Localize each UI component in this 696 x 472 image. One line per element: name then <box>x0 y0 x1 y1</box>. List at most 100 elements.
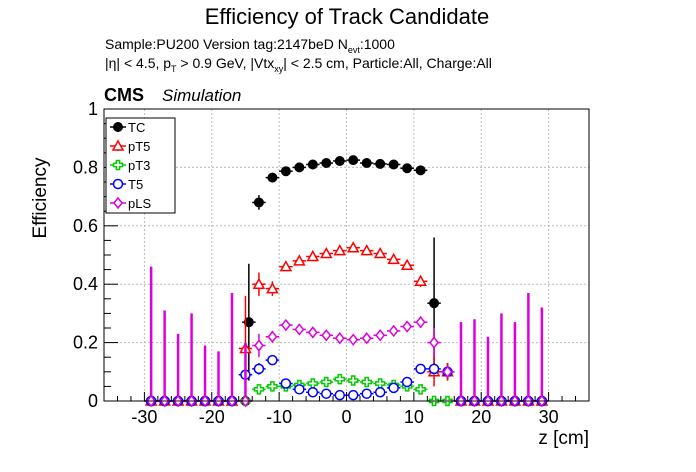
subtitle-line-1-end: :1000 <box>360 36 395 52</box>
data-point <box>388 324 399 338</box>
data-point <box>334 373 346 385</box>
chart-title: Efficiency of Track Candidate <box>205 4 490 29</box>
data-point <box>307 378 319 389</box>
x-tick-label: -10 <box>266 407 292 427</box>
y-tick-label: 0.6 <box>73 216 98 236</box>
subtitle-line-2-c: | < 2.5 cm, Particle:All, Charge:All <box>283 55 492 71</box>
data-point <box>253 384 265 395</box>
data-point <box>280 318 291 332</box>
data-point <box>334 389 346 401</box>
data-point <box>415 363 426 375</box>
data-point <box>294 323 305 336</box>
cms-label: CMS <box>104 85 144 105</box>
data-point <box>388 159 399 170</box>
x-tick-label: 0 <box>341 407 351 427</box>
data-point <box>401 376 413 388</box>
data-point <box>321 388 332 399</box>
data-point <box>415 315 426 329</box>
y-tick-label: 0.8 <box>73 157 98 177</box>
data-point <box>307 326 318 339</box>
data-point <box>320 246 333 259</box>
x-tick-label: 30 <box>539 407 559 427</box>
data-point <box>321 158 332 169</box>
data-point <box>348 333 359 346</box>
data-point <box>442 365 453 379</box>
data-point <box>415 165 426 176</box>
data-point <box>294 162 305 173</box>
data-point <box>113 196 123 210</box>
data-point <box>243 317 254 328</box>
legend-entry-pt5: pT5 <box>110 139 150 154</box>
subtitle-line-2-a-sub: T <box>171 64 177 74</box>
data-point <box>280 166 291 177</box>
subtitle-line-1-main: Sample:PU200 Version tag:2147beD N <box>105 36 348 52</box>
data-point <box>321 376 332 388</box>
data-point <box>361 388 372 399</box>
data-point <box>429 336 440 349</box>
simulation-label: Simulation <box>162 86 241 105</box>
legend-label: TC <box>128 120 145 135</box>
y-tick-label: 1 <box>88 99 98 119</box>
y-tick-label: 0.2 <box>73 333 98 353</box>
data-point <box>113 122 123 132</box>
data-point <box>347 389 359 401</box>
legend-entry-tc: TC <box>110 120 145 135</box>
data-point <box>361 158 372 169</box>
subtitle-line-2-b: > 0.9 GeV, |Vtx <box>177 55 275 71</box>
y-tick-label: 0.4 <box>73 274 98 294</box>
data-point <box>307 159 318 170</box>
legend-label: T5 <box>128 177 143 192</box>
data-point <box>280 378 292 389</box>
data-point <box>111 139 125 151</box>
data-point <box>375 158 386 169</box>
data-point <box>414 274 427 287</box>
data-point <box>253 339 264 352</box>
data-point <box>334 155 345 166</box>
subtitle-line-2: |η| < 4.5, pT > 0.9 GeV, |Vtxxy| < 2.5 c… <box>105 55 492 74</box>
legend-label: pT5 <box>128 139 150 154</box>
x-tick-label: -30 <box>131 407 157 427</box>
data-point <box>346 241 360 253</box>
data-point <box>293 254 306 266</box>
legend-label: pLS <box>128 196 151 211</box>
x-tick-label: 20 <box>471 407 491 427</box>
x-tick-label: -20 <box>199 407 225 427</box>
data-point <box>252 277 266 289</box>
data-point <box>279 260 293 272</box>
data-point <box>267 381 278 392</box>
grid <box>104 109 589 401</box>
data-point <box>307 386 319 398</box>
legend-label: pT3 <box>128 158 150 173</box>
data-point <box>253 363 265 375</box>
data-point <box>112 159 124 171</box>
data-point <box>306 249 320 262</box>
legend-entry-t5: T5 <box>110 177 143 192</box>
data-point <box>402 320 413 333</box>
legend-entry-pt3: pT3 <box>110 158 150 173</box>
data-point <box>347 375 359 386</box>
data-point <box>388 382 399 394</box>
data-point <box>267 354 278 366</box>
data-point <box>267 172 278 183</box>
y-axis-label: Efficiency <box>30 157 51 238</box>
data-point <box>333 244 347 256</box>
data-point <box>400 258 414 270</box>
legend: TC pT5 pT3 T5 pLS <box>105 117 176 214</box>
legend-entry-pls: pLS <box>110 196 151 211</box>
subtitle-line-2-b-sub: xy <box>274 64 284 74</box>
data-point <box>374 386 386 398</box>
data-point <box>428 363 440 375</box>
data-point <box>334 332 345 345</box>
data-point <box>375 329 386 342</box>
subtitle-line-2-a: |η| < 4.5, p <box>105 55 171 71</box>
subtitle-line-1-sub: evt <box>348 45 361 55</box>
data-point <box>415 384 426 395</box>
axis-ticks: -30 -20 -10 0 10 20 30 0 0.2 0.4 0.6 0.8 1 <box>73 99 590 427</box>
data-point <box>112 178 124 190</box>
data-point <box>374 378 386 389</box>
data-point <box>373 246 387 259</box>
x-axis-label: z [cm] <box>538 428 589 449</box>
data-point <box>360 244 373 256</box>
data-point <box>387 252 400 265</box>
